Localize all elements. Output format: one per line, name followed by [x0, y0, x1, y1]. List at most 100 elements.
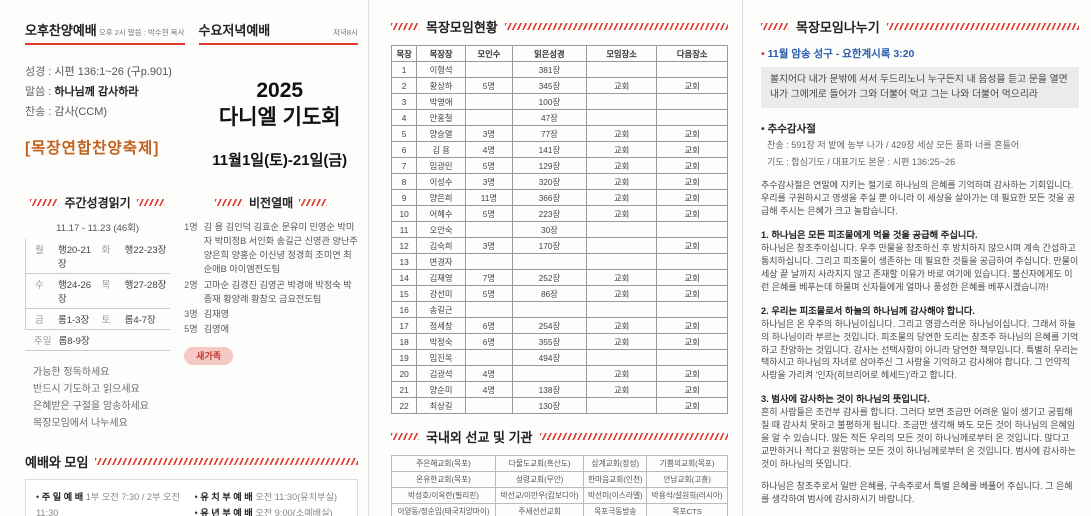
vision-fruit-item: 2명 고마순 김경진 김영곤 박경애 박정숙 박종재 황양례 황창오 금요전도팀 [184, 278, 358, 307]
message-points: 1. 하나님은 모든 피조물에게 먹을 것을 공급해 주십니다. 하나님은 창조… [761, 227, 1079, 471]
cell-leader: 박영애 [416, 93, 466, 110]
cell-attendance [464, 93, 513, 110]
cell-number: 3 [390, 93, 418, 110]
mission-cell: 박용석/설원희(러시아) [646, 487, 728, 504]
mission-cell: 박성호/이옥란(필리핀) [391, 487, 496, 504]
cell-leader: 안홍철 [416, 109, 466, 126]
cell-chapters: 77장 [511, 125, 587, 142]
hatch-decoration [95, 457, 358, 465]
cell-leader: 송길근 [416, 301, 466, 318]
cell-attendance [464, 349, 513, 366]
cell-chapters: 141장 [511, 141, 587, 158]
cell-attendance: 3명 [464, 125, 513, 142]
weekly-bible-reading: 주간성경읽기 11.17 - 11.23 (46회) 월 행20-21장 화 행… [25, 194, 178, 432]
cell-chapters: 254장 [511, 317, 587, 334]
cell-number: 1 [390, 61, 418, 78]
cell-number: 15 [390, 285, 418, 302]
cell-attendance: 4명 [464, 365, 513, 382]
cell-next-place: 교회 [656, 317, 728, 334]
bulletin-left-page: 오후찬양예배 오후 2시 말씀 : 박수현 목사 수요저녁예배 저녁8시 성경 … [0, 0, 368, 516]
cell-leader: 임광민 [416, 157, 466, 174]
fruit-names: 고마순 김경진 김영곤 박경애 박정숙 박종재 황양례 황창오 금요전도팀 [203, 279, 352, 304]
day-label: 목 [101, 279, 111, 291]
cell-leader: 이성수 [416, 173, 466, 190]
hatch-decoration [214, 198, 243, 206]
reading-range: 롬4-7장 [124, 314, 156, 326]
bulletin-right-page: 목장모임나누기 11월 암송 성구 - 요한계시록 3:20 볼지어다 내가 문… [742, 0, 1091, 516]
section-title: 비전열매 [248, 195, 294, 210]
cell-leader: 김재영 [416, 269, 466, 286]
cell-leader: 김광석 [416, 365, 466, 382]
section-title: 예배와 모임 [25, 454, 89, 470]
cell-number: 9 [390, 189, 418, 206]
hymn-line: 찬송 : 감사(CCM) [25, 103, 201, 123]
cell-attendance: 11명 [464, 189, 513, 206]
cell-next-place [656, 301, 728, 318]
mission-cell: 박선교/이만우(캄보디아) [494, 487, 585, 504]
scripture-line: 성경 : 시편 136:1~26 (구p.901) [25, 63, 201, 83]
cell-attendance: 5명 [464, 285, 513, 302]
closing-paragraph: 하나님은 창조주로서 일반 은혜를, 구속주로서 특별 은혜를 베풀어 주십니다… [761, 481, 1073, 505]
cell-leader: 변경자 [416, 253, 466, 270]
cell-next-place [656, 93, 728, 110]
topic-hymn-line: 찬송 : 591장 저 밭에 농부 나가 / 429장 세상 모든 풍파 너를 … [767, 140, 1020, 151]
mokjang-status-table: 목장 목장장 모인수 읽은성경 모임장소 다음장소 1 이형석 381장 [390, 45, 728, 414]
message-value: 하나님께 감사하라 [54, 85, 139, 98]
cell-attendance [464, 301, 513, 318]
cell-next-place: 교회 [656, 285, 728, 302]
hatch-decoration [539, 433, 728, 440]
cell-leader: 강선미 [416, 285, 466, 302]
topic-prayer-line: 기도 : 합심기도 / 대표기도 본문 : 시편 136:25~26 [767, 157, 956, 168]
table-row: 온유한교회(목포) 성령교회(무안) 한마음교회(인천) 안남교회(고흥) [391, 471, 728, 488]
cell-number: 6 [390, 141, 418, 158]
note-line: 목장모임에서 나누세요 [33, 417, 128, 429]
service-title: 오후찬양예배 [25, 23, 97, 38]
table-row: 10 어혜수 5명 223장 교회 교회 [390, 205, 728, 222]
day-label: 금 [35, 314, 44, 326]
mission-cell: 기쁨의교회(목포) [646, 455, 728, 472]
reading-schedule-cell: 주일 롬8-9장 [25, 330, 171, 351]
note-line: 가능한 정독하세요 [33, 366, 110, 378]
cell-next-place: 교회 [656, 205, 728, 222]
reading-range: 롬1-3장 [58, 314, 90, 326]
table-row: 14 김재영 7명 252장 교회 교회 [390, 269, 728, 286]
missions-table: 주은혜교회(목포) 다물도교회(흑산도) 삼계교회(장성) 기쁨의교회(목포) … [391, 455, 728, 516]
mission-cell: 주세선선교회 [494, 503, 585, 516]
vision-fruit-item: 5명 김영애 [184, 322, 358, 336]
hatch-decoration [886, 23, 1079, 30]
cell-chapters: 86장 [511, 285, 587, 302]
message-point: 1. 하나님은 모든 피조물에게 먹을 것을 공급해 주십니다. 하나님은 창조… [761, 227, 1079, 294]
col-header: 목장 [390, 45, 418, 62]
afternoon-service-order: 성경 : 시편 136:1~26 (구p.901) 말씀 : 하나님께 감사하라… [25, 63, 201, 170]
message-point: 2. 우리는 피조물로서 하늘의 하나님께 감사해야 합니다. 하나님은 온 우… [761, 303, 1079, 383]
vision-fruit-item: 3명 김재영 [184, 307, 358, 321]
point-body: 흔히 사람들은 조건부 감사를 합니다. 그러다 보면 조금만 어려운 일이 생… [761, 407, 1076, 470]
table-row: 박성호/이옥란(필리핀) 박선교/이만우(캄보디아) 박선미(이스라엘) 박용석… [391, 487, 728, 504]
section-title: 목장모임나누기 [796, 20, 880, 35]
cell-place [585, 349, 658, 366]
hatch-decoration [136, 198, 165, 206]
fruit-names: 김영애 [203, 324, 230, 335]
cell-chapters: 223장 [511, 205, 587, 222]
cell-next-place [656, 61, 728, 78]
col-header: 목장장 [416, 45, 466, 62]
table-row: 22 최상길 130장 교회 [390, 397, 728, 414]
table-row: 주은혜교회(목포) 다물도교회(흑산도) 삼계교회(장성) 기쁨의교회(목포) [391, 455, 728, 472]
table-row: 15 강선미 5명 86장 교회 교회 [390, 285, 728, 302]
cell-place: 교회 [585, 333, 658, 350]
point-heading: 2. 우리는 피조물로서 하늘의 하나님께 감사해야 합니다. [761, 305, 976, 316]
fruit-names: 김재영 [203, 309, 230, 320]
hatch-decoration [391, 23, 419, 30]
cell-leader: 양승열 [416, 125, 466, 142]
cell-chapters: 366장 [511, 189, 587, 206]
cell-chapters [511, 253, 587, 270]
reading-range: 행27-28장 [124, 279, 167, 291]
worship-item: 유 년 부 예 배 오전 9:00(소예배실) [195, 505, 354, 516]
worship-item: 유 치 부 예 배 오전 11:30(유치부실) [195, 489, 354, 505]
service-details: 성경 : 시편 136:1~26 (구p.901) 말씀 : 하나님께 감사하라… [25, 63, 358, 170]
point-body: 하나님은 온 우주의 하나님이십니다. 그리고 영광스러운 하나님이십니다. 그… [761, 318, 1079, 381]
reading-schedule-cell: 수 행24-26장 [25, 273, 98, 309]
hatch-decoration [761, 23, 789, 30]
hatch-decoration [30, 198, 59, 206]
cell-chapters: 129장 [511, 157, 587, 174]
